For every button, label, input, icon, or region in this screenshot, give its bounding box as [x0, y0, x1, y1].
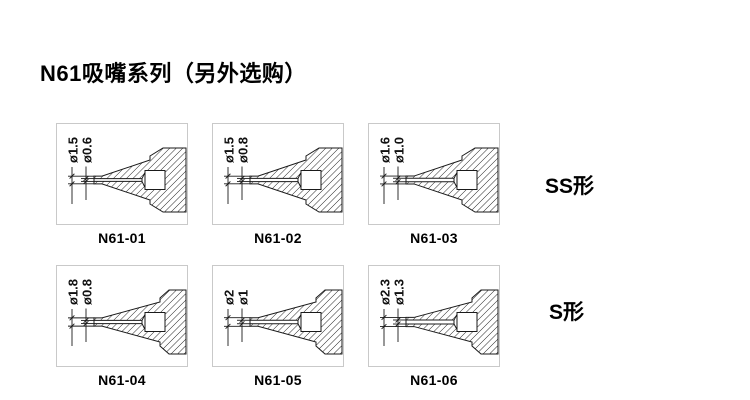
outer-diameter-label: ø1.5	[222, 137, 237, 163]
nozzle-model-label: N61-04	[98, 372, 146, 388]
nozzle-model-label: N61-05	[254, 372, 302, 388]
nozzle-drawing: ø1.5 ø0.6	[66, 137, 187, 213]
nozzle-body-path	[93, 289, 187, 355]
nozzle-diagram-box: ø1.6 ø1.0	[368, 123, 500, 225]
nozzle-diagram-box: ø2 ø1	[212, 265, 344, 367]
nozzle-drawing: ø1.5 ø0.8	[222, 137, 343, 213]
nozzle-drawing: ø2.3 ø1.3	[378, 279, 499, 355]
outer-diameter-label: ø2	[222, 290, 237, 305]
nozzle-body-path	[93, 147, 187, 213]
type-label-ss: SS形	[545, 175, 595, 198]
nozzle-diagram-box: ø1.8 ø0.8	[56, 265, 188, 367]
dimension-lines	[224, 166, 251, 204]
nozzle-model-label: N61-06	[410, 372, 458, 388]
outer-diameter-label: ø1.8	[66, 279, 81, 305]
inner-diameter-label: ø1.0	[392, 137, 407, 163]
nozzle-model-label: N61-02	[254, 230, 302, 246]
dimension-lines	[68, 166, 95, 204]
nozzle-model-label: N61-03	[410, 230, 458, 246]
nozzle-diagram-box: ø1.5 ø0.8	[212, 123, 344, 225]
inner-diameter-label: ø0.8	[80, 279, 95, 305]
nozzle-body-path	[405, 289, 499, 355]
nozzle-panel: ø1.6 ø1.0 N61-03	[368, 123, 500, 246]
dimension-lines	[380, 166, 407, 204]
outer-diameter-label: ø1.5	[66, 137, 81, 163]
dimension-lines	[380, 308, 407, 346]
dimension-lines	[68, 308, 95, 346]
nozzle-drawing: ø1.8 ø0.8	[66, 279, 187, 355]
nozzle-body-path	[405, 147, 499, 213]
nozzle-body-path	[249, 289, 343, 355]
nozzle-panel: ø2 ø1 N61-05	[212, 265, 344, 388]
nozzle-panel: ø1.8 ø0.8 N61-04	[56, 265, 188, 388]
inner-diameter-label: ø0.6	[80, 137, 95, 163]
nozzle-body-path	[249, 147, 343, 213]
type-label-s: S形	[549, 301, 585, 324]
inner-diameter-label: ø0.8	[236, 137, 251, 163]
nozzle-diagram-box: ø1.5 ø0.6	[56, 123, 188, 225]
page-title: N61吸嘴系列（另外选购）	[40, 61, 307, 86]
outer-diameter-label: ø2.3	[378, 279, 393, 305]
nozzle-drawing: ø1.6 ø1.0	[378, 137, 499, 213]
nozzle-panel: ø1.5 ø0.8 N61-02	[212, 123, 344, 246]
nozzle-diagram-box: ø2.3 ø1.3	[368, 265, 500, 367]
inner-diameter-label: ø1.3	[392, 279, 407, 305]
nozzle-panel: ø1.5 ø0.6 N61-01	[56, 123, 188, 246]
nozzle-model-label: N61-01	[98, 230, 146, 246]
outer-diameter-label: ø1.6	[378, 137, 393, 163]
nozzle-panel: ø2.3 ø1.3 N61-06	[368, 265, 500, 388]
inner-diameter-label: ø1	[236, 290, 251, 305]
nozzle-drawing: ø2 ø1	[222, 289, 343, 355]
dimension-lines	[224, 308, 251, 346]
